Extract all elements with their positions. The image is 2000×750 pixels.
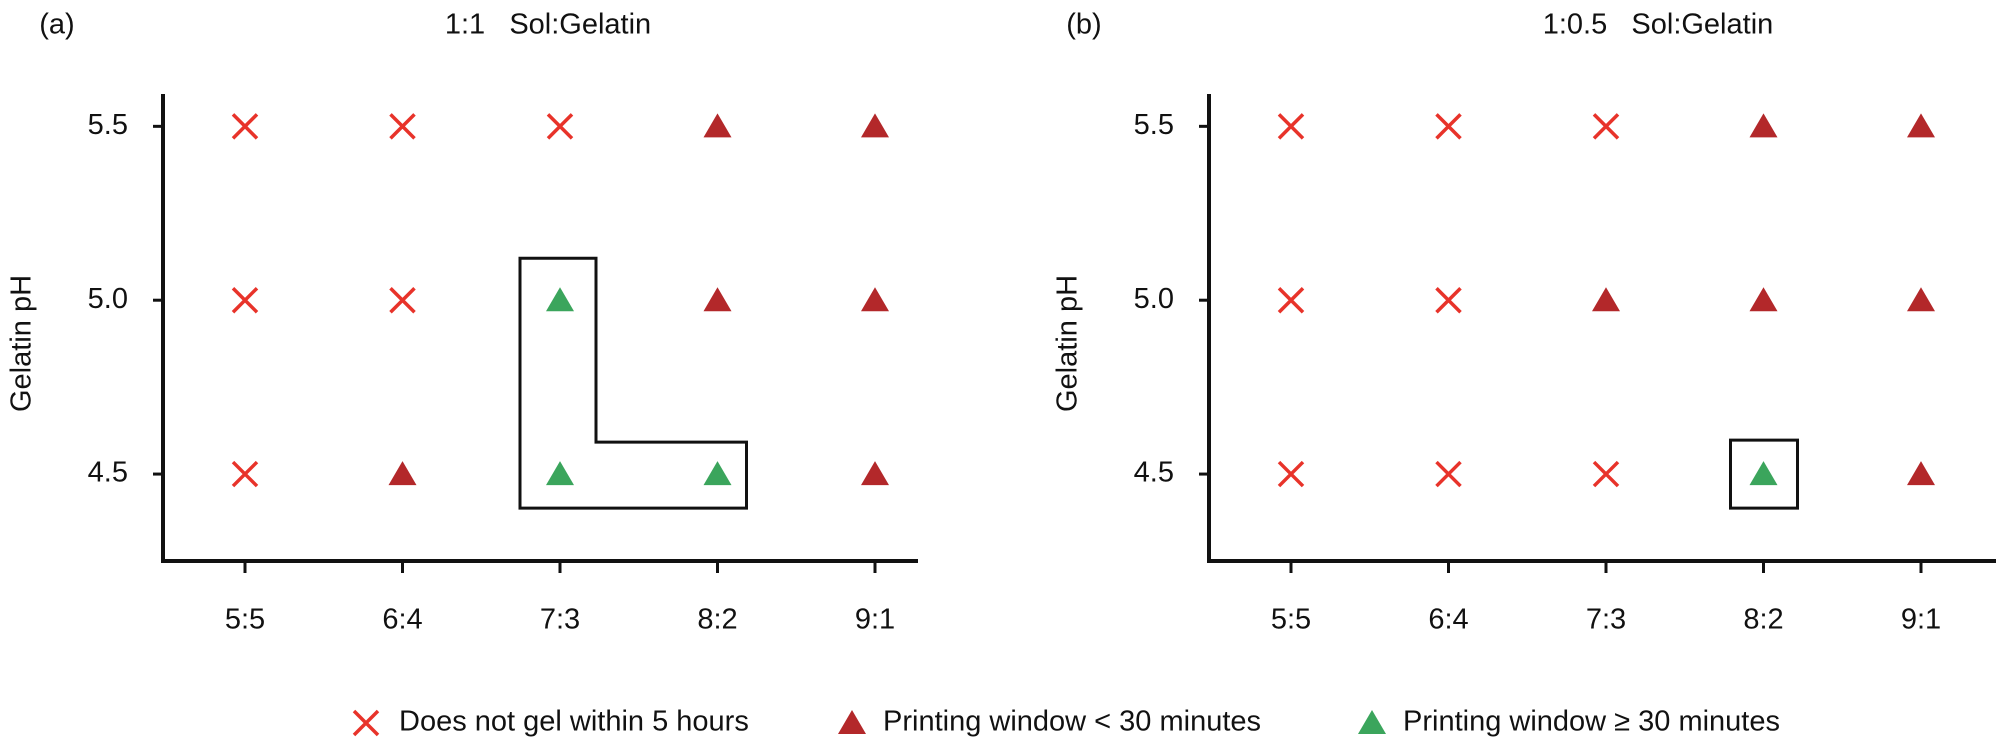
x-tick-label: 6:4 [1428, 604, 1468, 636]
y-tick-label: 4.5 [1134, 457, 1174, 489]
triangle-marker [861, 287, 889, 312]
triangle-marker [1749, 113, 1778, 138]
chart-title: 1:0.5 Sol:Gelatin [1543, 9, 1774, 41]
cross-marker [389, 113, 416, 140]
panel-label: (a) [39, 9, 74, 41]
cross-marker [1435, 286, 1462, 314]
triangle-marker [1358, 710, 1386, 734]
highlight-box [1729, 438, 1799, 510]
y-tick-label: 4.5 [88, 457, 128, 489]
axes [161, 94, 918, 563]
x-tick-label: 5:5 [1271, 604, 1311, 636]
triangle-marker [703, 287, 732, 312]
triangle-marker [861, 113, 889, 138]
x-tick-label: 7:3 [1586, 604, 1626, 636]
cross-marker [1592, 113, 1620, 140]
cross-marker [1277, 460, 1305, 488]
triangle-marker [838, 710, 866, 734]
triangle-marker [703, 461, 732, 486]
triangle-marker [1907, 287, 1935, 312]
cross-marker [389, 286, 416, 314]
y-tick-label: 5.0 [88, 283, 128, 315]
y-axis-label: Gelatin pH [6, 275, 38, 412]
chart-title: 1:1 Sol:Gelatin [445, 9, 651, 41]
triangle-marker [388, 461, 417, 486]
legend-label: Does not gel within 5 hours [399, 706, 749, 738]
x-tick-label: 8:2 [697, 604, 737, 636]
x-tick-label: 5:5 [225, 604, 265, 636]
axes [1207, 94, 1996, 563]
cross-marker [1435, 460, 1462, 488]
triangle-marker [1907, 461, 1935, 486]
x-tick-label: 9:1 [855, 604, 895, 636]
cross-marker [1277, 113, 1305, 140]
highlight-box [518, 256, 748, 510]
triangle-marker [1749, 461, 1778, 486]
cross-marker [231, 113, 259, 140]
triangle-marker [861, 461, 889, 486]
triangle-marker [1907, 113, 1935, 138]
cross-marker [231, 286, 259, 314]
cross-marker [1592, 460, 1620, 488]
triangle-marker [1749, 287, 1778, 312]
cross-marker [352, 709, 380, 737]
y-tick-label: 5.5 [88, 109, 128, 141]
cross-marker [231, 460, 259, 488]
y-axis-label: Gelatin pH [1052, 275, 1084, 412]
x-tick-label: 6:4 [382, 604, 422, 636]
cross-marker [546, 113, 574, 140]
cross-marker [1435, 113, 1462, 140]
cross-marker [1277, 286, 1305, 314]
triangle-marker [546, 287, 574, 312]
triangle-marker [546, 461, 574, 486]
x-tick-label: 9:1 [1901, 604, 1941, 636]
y-tick-label: 5.5 [1134, 109, 1174, 141]
x-tick-label: 7:3 [540, 604, 580, 636]
y-tick-label: 5.0 [1134, 283, 1174, 315]
x-tick-label: 8:2 [1743, 604, 1783, 636]
panel-label: (b) [1066, 9, 1101, 41]
triangle-marker [703, 113, 732, 138]
legend-label: Printing window < 30 minutes [883, 706, 1261, 738]
triangle-marker [1592, 287, 1620, 312]
legend-label: Printing window ≥ 30 minutes [1403, 706, 1780, 738]
